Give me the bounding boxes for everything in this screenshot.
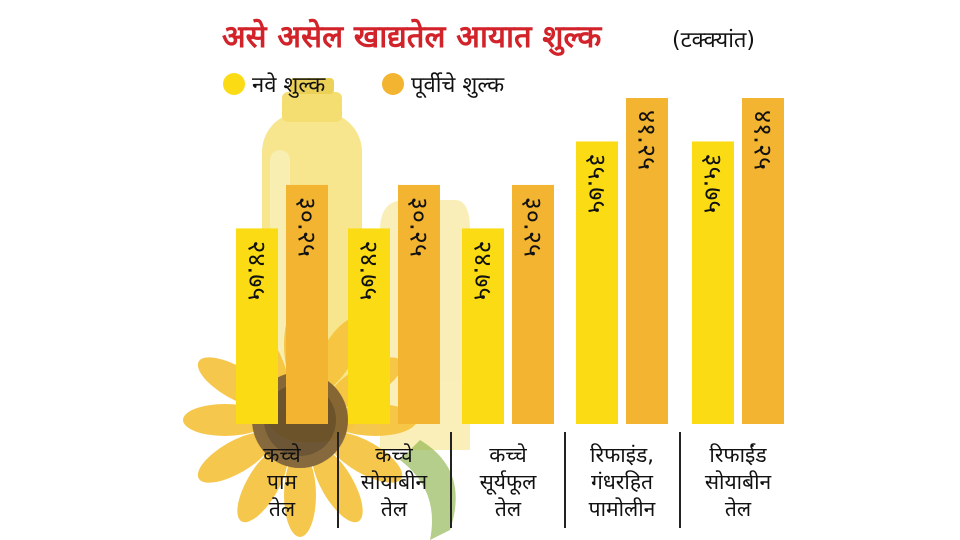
legend-label-new: नवे शुल्क bbox=[252, 72, 326, 98]
category-label-line: गंधरहित bbox=[591, 470, 654, 494]
bars-group: २४.७५ ३०.२५ २४.७५ ३०.२५ २४.७५ ३०.२५ ३५.७५ ४१.२५… bbox=[236, 98, 784, 424]
category-label-line: तेल bbox=[495, 497, 522, 521]
bar-new-3 bbox=[576, 141, 618, 424]
category-label: कच्चे पाम तेल bbox=[263, 443, 301, 521]
bar-value-label: ३०.२५ bbox=[293, 197, 322, 257]
category-label-line: तेल bbox=[381, 497, 408, 521]
legend-swatch-new bbox=[223, 73, 245, 95]
bar-value-label: ३५.७५ bbox=[699, 153, 728, 213]
category-label-line: तेल bbox=[725, 497, 752, 521]
bar-old-0 bbox=[286, 184, 328, 424]
category-label: रिफाईंड सोयाबीन तेल bbox=[705, 443, 772, 521]
category-label-line: पाम bbox=[267, 470, 297, 494]
chart-title: असे असेल खाद्यतेल आयात शुल्क bbox=[222, 18, 602, 56]
bar-value-label: २४.७५ bbox=[469, 240, 498, 300]
category-label: कच्चे सूर्यफूल तेल bbox=[480, 443, 538, 521]
legend: नवे शुल्क पूर्वीचे शुल्क bbox=[223, 72, 505, 99]
category-label-line: पामोलीन bbox=[589, 497, 656, 521]
category-label-line: सूर्यफूल bbox=[480, 470, 538, 495]
category-label-line: तेल bbox=[269, 497, 296, 521]
legend-label-old: पूर्वीचे शुल्क bbox=[411, 72, 505, 99]
chart-title-unit: (टक्क्यांत) bbox=[672, 28, 755, 53]
category-label-line: कच्चे bbox=[375, 443, 413, 467]
category-label-line: कच्चे bbox=[489, 443, 527, 467]
bar-value-label: ३५.७५ bbox=[583, 153, 612, 213]
dividers-group bbox=[337, 432, 681, 528]
bar-value-label: ३०.२५ bbox=[405, 197, 434, 257]
bar-value-label: ४१.२५ bbox=[633, 110, 662, 170]
bar-new-0 bbox=[236, 228, 278, 424]
bar-old-1 bbox=[398, 184, 440, 424]
category-label: कच्चे सोयाबीन तेल bbox=[361, 443, 428, 521]
category-label-line: रिफाईंड bbox=[709, 443, 767, 467]
category-label-line: रिफाइंड, bbox=[590, 443, 654, 467]
category-label-line: सोयाबीन bbox=[705, 470, 772, 494]
bar-old-4 bbox=[742, 98, 784, 424]
bar-new-1 bbox=[348, 228, 390, 424]
bar-value-label: २४.७५ bbox=[243, 240, 272, 300]
bar-old-2 bbox=[512, 184, 554, 424]
bar-new-2 bbox=[462, 228, 504, 424]
bar-value-label: ३०.२५ bbox=[519, 197, 548, 257]
category-label-line: सोयाबीन bbox=[361, 470, 428, 494]
legend-swatch-old bbox=[382, 73, 404, 95]
bar-old-3 bbox=[626, 98, 668, 424]
category-labels-group: कच्चे पाम तेलकच्चे सोयाबीन तेलकच्चे सूर्यफूल त… bbox=[263, 443, 771, 521]
category-label-line: कच्चे bbox=[263, 443, 301, 467]
category-label: रिफाइंड, गंधरहित पामोलीन bbox=[589, 443, 656, 521]
bar-value-label: ४१.२५ bbox=[749, 110, 778, 170]
bar-new-4 bbox=[692, 141, 734, 424]
bar-value-label: २४.७५ bbox=[355, 240, 384, 300]
